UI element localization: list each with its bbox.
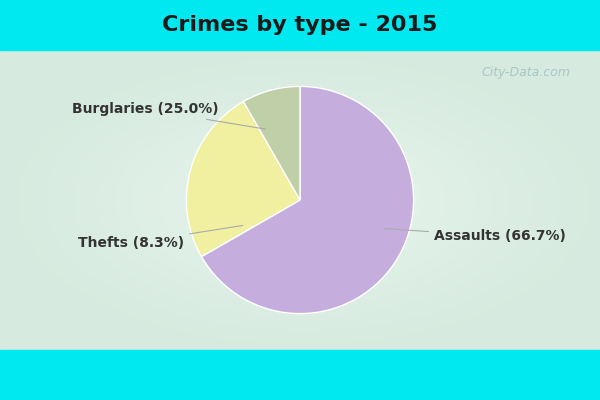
Bar — [0, 0, 600, 50]
Text: City-Data.com: City-Data.com — [481, 66, 570, 79]
Wedge shape — [187, 102, 300, 256]
Bar — [0, 350, 600, 400]
Text: Crimes by type - 2015: Crimes by type - 2015 — [163, 15, 437, 35]
Text: Assaults (66.7%): Assaults (66.7%) — [385, 228, 566, 243]
Text: Burglaries (25.0%): Burglaries (25.0%) — [71, 102, 265, 129]
Text: Thefts (8.3%): Thefts (8.3%) — [78, 226, 243, 250]
Wedge shape — [244, 86, 300, 200]
Wedge shape — [202, 86, 413, 314]
